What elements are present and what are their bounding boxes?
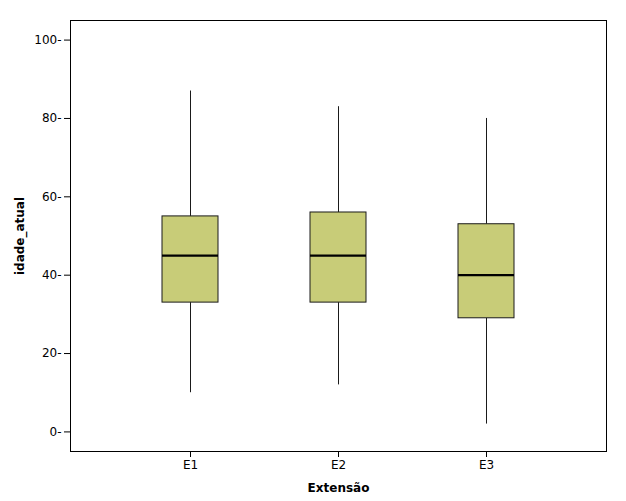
svg-text:E1: E1 [183,458,198,472]
svg-text:60-: 60- [42,190,62,204]
svg-text:Extensão: Extensão [308,481,370,495]
svg-text:40-: 40- [42,268,62,282]
svg-text:80-: 80- [42,111,62,125]
svg-text:E3: E3 [479,458,494,472]
svg-text:100-: 100- [34,33,61,47]
svg-text:0-: 0- [50,425,62,439]
svg-text:20-: 20- [42,346,62,360]
svg-text:idade_atual: idade_atual [13,197,28,275]
svg-text:E2: E2 [331,458,346,472]
